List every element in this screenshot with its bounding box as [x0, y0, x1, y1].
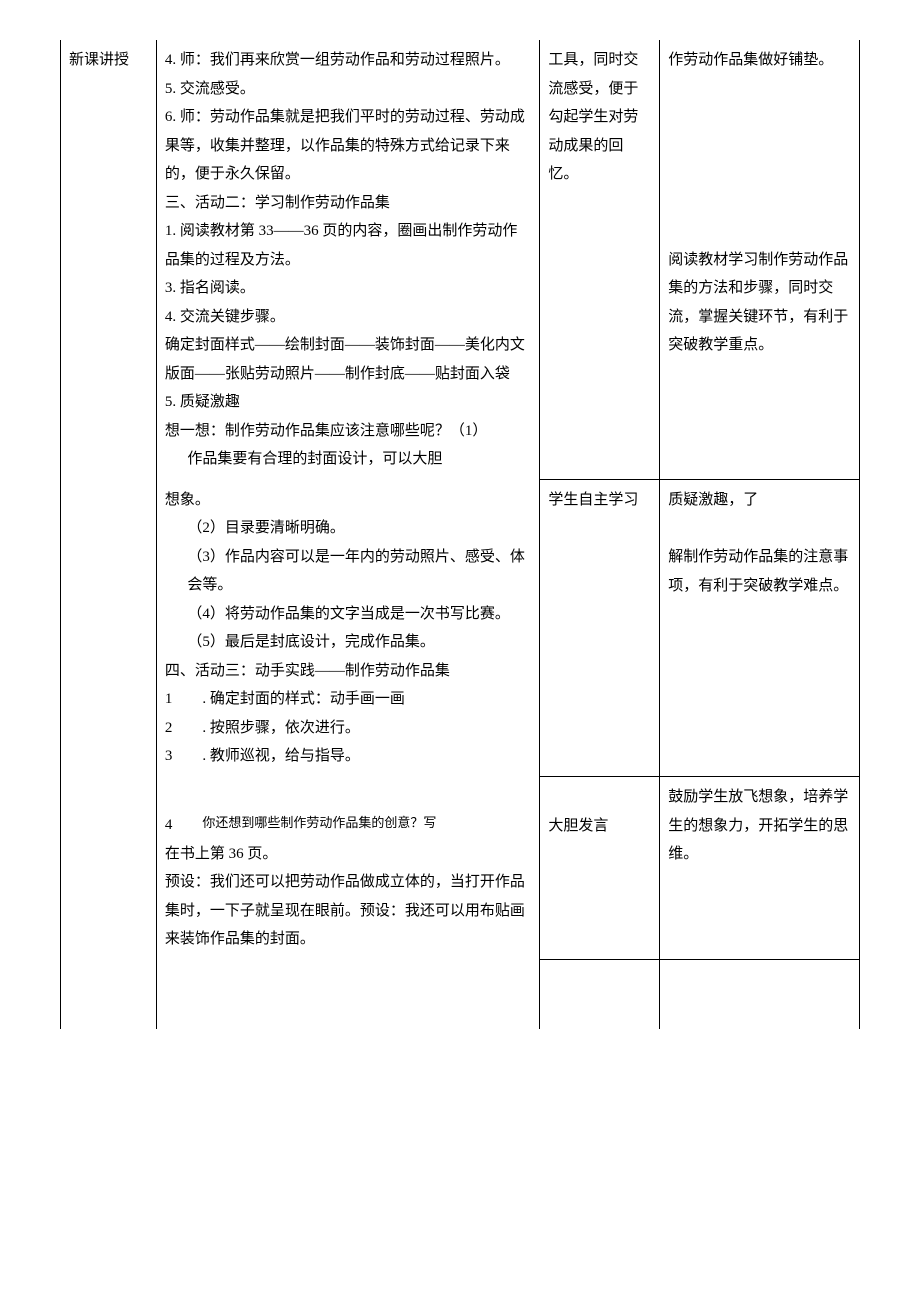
- intent-cell-3: 质疑激趣，了 解制作劳动作品集的注意事项，有利于突破教学难点。: [660, 480, 860, 777]
- act3-1: 1. 确定封面的样式：动手画一画: [165, 685, 532, 714]
- act2-5: 5. 质疑激趣: [165, 394, 240, 410]
- student-cell-4: [540, 960, 660, 1029]
- note1: 作品集要有合理的封面设计，可以大胆: [165, 445, 532, 474]
- main-p4: 4. 师：我们再来欣赏一组劳动作品和劳动过程照片。: [165, 52, 510, 68]
- intent-2: 阅读教材学习制作劳动作品集的方法和步骤，同时交流，掌握关键环节，有利于突破教学重…: [668, 252, 848, 354]
- student-1: 工具，同时交流感受，便于勾起学生对劳动成果的回忆。: [548, 52, 638, 182]
- student-cell-2: 学生自主学习: [540, 480, 660, 777]
- note4: （4）将劳动作品集的文字当成是一次书写比赛。: [165, 600, 532, 629]
- main-cell-4: [156, 960, 540, 1029]
- note1b: 想象。: [165, 492, 210, 508]
- act3-2: 2. 按照步骤，依次进行。: [165, 714, 532, 743]
- intent-cell-4: 鼓励学生放飞想象，培养学生的想象力，开拓学生的思维。: [660, 777, 860, 960]
- main-cell-2: 想象。 （2）目录要清晰明确。 （3）作品内容可以是一年内的劳动照片、感受、体会…: [156, 480, 540, 777]
- section-label: 新课讲授: [61, 40, 157, 1029]
- act2-4: 4. 交流关键步骤。: [165, 309, 285, 325]
- student-cell-1: 工具，同时交流感受，便于勾起学生对劳动成果的回忆。: [540, 40, 660, 480]
- intent-cell-5: [660, 960, 860, 1029]
- intent-1: 作劳动作品集做好铺垫。: [668, 52, 833, 68]
- act3-4: 4你还想到哪些制作劳动作品集的创意？写: [165, 811, 532, 840]
- preset1: 预设：我们还可以把劳动作品做成立体的，当打开作品集时，一下子就呈现在眼前。预设：…: [165, 874, 525, 947]
- intent-3a: 质疑激趣，了: [668, 492, 758, 508]
- think: 想一想：制作劳动作品集应该注意哪些呢？（1）: [165, 423, 488, 439]
- act2-title: 三、活动二：学习制作劳动作品集: [165, 195, 390, 211]
- act2-1: 1. 阅读教材第 33——36 页的内容，圈画出制作劳动作品集的过程及方法。: [165, 223, 518, 268]
- act3-3: 3. 教师巡视，给与指导。: [165, 742, 532, 771]
- note3: （3）作品内容可以是一年内的劳动照片、感受、体会等。: [165, 543, 532, 600]
- intent-cell-1: 作劳动作品集做好铺垫。 阅读教材学习制作劳动作品集的方法和步骤，同时交流，掌握关…: [660, 40, 860, 480]
- main-cell-1: 4. 师：我们再来欣赏一组劳动作品和劳动过程照片。 5. 交流感受。 6. 师：…: [156, 40, 540, 480]
- student-3: 大胆发言: [548, 818, 608, 834]
- note2: （2）目录要清晰明确。: [165, 514, 532, 543]
- main-p5: 5. 交流感受。: [165, 81, 255, 97]
- act2-steps: 确定封面样式——绘制封面——装饰封面——美化内文版面——张贴劳动照片——制作封底…: [165, 337, 525, 382]
- intent-3b: 解制作劳动作品集的注意事项，有利于突破教学难点。: [668, 549, 848, 594]
- act2-3: 3. 指名阅读。: [165, 280, 255, 296]
- lesson-plan-table: 新课讲授 4. 师：我们再来欣赏一组劳动作品和劳动过程照片。 5. 交流感受。 …: [60, 40, 860, 1029]
- intent-4: 鼓励学生放飞想象，培养学生的想象力，开拓学生的思维。: [668, 789, 848, 862]
- main-p6: 6. 师：劳动作品集就是把我们平时的劳动过程、劳动成果等，收集并整理，以作品集的…: [165, 109, 525, 182]
- section-label-text: 新课讲授: [69, 52, 129, 68]
- act3-4b: 在书上第 36 页。: [165, 846, 278, 862]
- student-2: 学生自主学习: [548, 492, 638, 508]
- student-cell-3: 大胆发言: [540, 777, 660, 960]
- act3-title: 四、活动三：动手实践——制作劳动作品集: [165, 663, 450, 679]
- main-cell-3: 4你还想到哪些制作劳动作品集的创意？写 在书上第 36 页。 预设：我们还可以把…: [156, 777, 540, 960]
- note5: （5）最后是封底设计，完成作品集。: [165, 628, 532, 657]
